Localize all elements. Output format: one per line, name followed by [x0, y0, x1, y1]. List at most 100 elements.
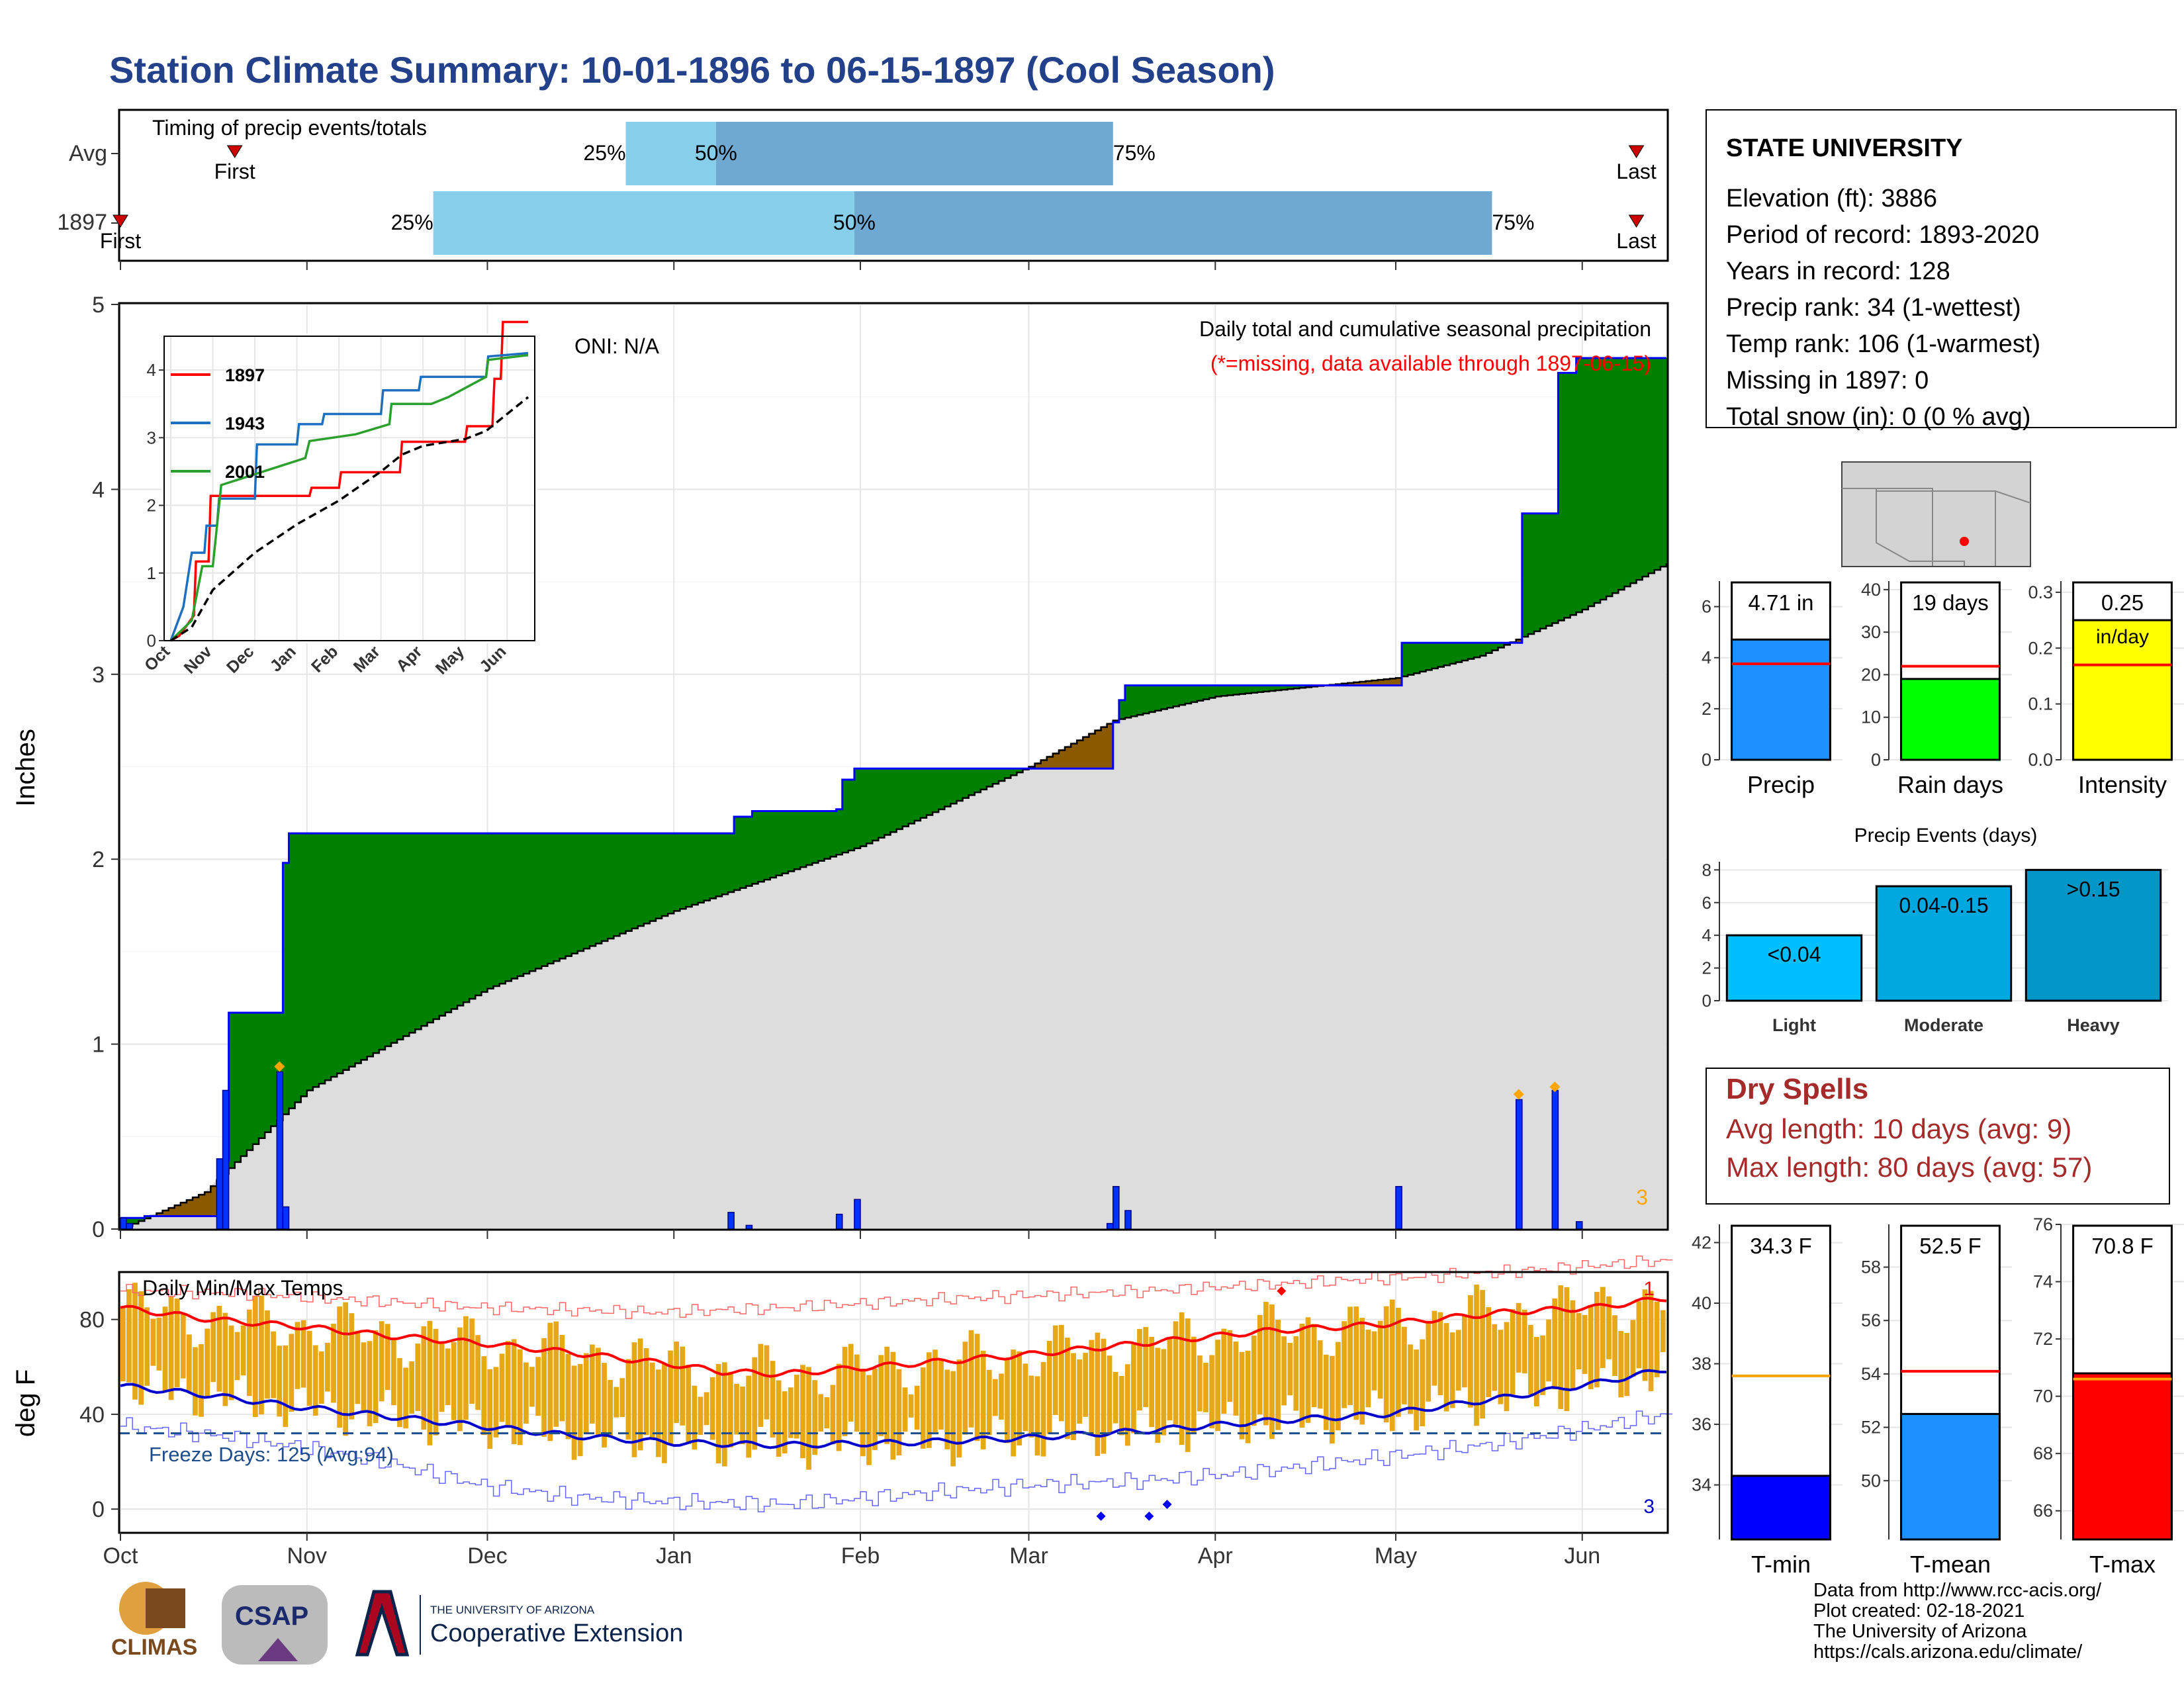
daily-temp-bar	[391, 1340, 396, 1406]
surplus-area	[938, 768, 945, 809]
daily-temp-bar	[812, 1380, 817, 1455]
bar-panel-y-tick-label: 36	[1692, 1414, 1711, 1434]
surplus-area	[1438, 643, 1445, 666]
daily-temp-bar	[650, 1363, 655, 1438]
daily-temp-bar	[1071, 1353, 1076, 1440]
month-label: Oct	[103, 1543, 138, 1569]
surplus-area	[644, 833, 651, 923]
surplus-area	[656, 833, 662, 919]
surplus-area	[1528, 514, 1535, 634]
surplus-area	[632, 833, 639, 929]
surplus-area	[343, 833, 349, 1070]
footer-url: https://cals.arizona.edu/climate/	[1813, 1642, 2101, 1663]
precip-y-tick-label: 4	[92, 477, 105, 502]
daily-temp-bar	[938, 1359, 944, 1430]
surplus-area	[722, 833, 729, 894]
daily-temp-bar	[680, 1347, 685, 1426]
temp-corner-top: 1	[1643, 1278, 1655, 1300]
daily-temp-bar	[878, 1355, 884, 1436]
footer-data-source: Data from http://www.rcc-acis.org/	[1813, 1580, 2101, 1601]
precip-caption: Daily total and cumulative seasonal prec…	[1199, 317, 1651, 341]
daily-temp-bar	[758, 1344, 763, 1427]
bar-panel-y-tick-label: 50	[1861, 1471, 1881, 1490]
bar-panel-y-tick-label: 0.1	[2028, 694, 2053, 714]
daily-temp-bar	[1450, 1332, 1455, 1408]
surplus-area	[1655, 358, 1661, 570]
daily-temp-bar	[740, 1387, 745, 1444]
daily-temp-bar	[421, 1326, 426, 1430]
surplus-area	[1624, 358, 1631, 586]
daily-temp-bar	[734, 1384, 739, 1435]
timing-p50-label: 50%	[833, 210, 876, 234]
surplus-area	[1215, 686, 1222, 697]
daily-temp-bar	[584, 1353, 589, 1434]
surplus-area	[457, 833, 464, 1005]
daily-temp-bar	[1251, 1336, 1257, 1426]
daily-temp-bar	[824, 1397, 829, 1428]
daily-temp-bar	[969, 1330, 974, 1428]
daily-temp-bar	[500, 1353, 505, 1422]
daily-temp-bar	[487, 1369, 492, 1449]
bar-panel-value-text: 70.8 F	[2091, 1234, 2154, 1258]
daily-temp-bar	[1318, 1340, 1323, 1408]
daily-temp-bar	[439, 1342, 445, 1412]
bar-panel-y-tick-label: 56	[1861, 1310, 1881, 1330]
daily-temp-bar	[1263, 1302, 1269, 1426]
precip-corner-count: 3	[1636, 1185, 1648, 1209]
surplus-area	[831, 811, 837, 857]
surplus-area	[608, 833, 614, 938]
bar-panel-y-tick-label: 42	[1692, 1232, 1711, 1252]
daily-temp-bar	[1293, 1336, 1298, 1411]
bar-panel-value-bar	[1732, 639, 1831, 760]
events-y-tick-label: 2	[1702, 958, 1711, 978]
surplus-area	[686, 833, 692, 907]
daily-precip-bar	[728, 1212, 734, 1229]
daily-temp-bar	[704, 1392, 709, 1425]
dry-spells-max: Max length: 80 days (avg: 57)	[1726, 1152, 2092, 1183]
surplus-area	[361, 833, 368, 1060]
daily-temp-bar	[999, 1373, 1004, 1420]
daily-temp-bar	[1366, 1330, 1371, 1407]
surplus-area	[403, 833, 410, 1036]
daily-temp-bar	[632, 1342, 637, 1457]
daily-temp-bar	[578, 1364, 583, 1456]
daily-temp-bar	[1612, 1315, 1617, 1376]
daily-temp-bar	[1540, 1336, 1545, 1395]
surplus-area	[764, 811, 771, 880]
daily-temp-bar	[1107, 1355, 1113, 1433]
surplus-area	[674, 833, 680, 911]
daily-temp-bar	[842, 1347, 848, 1436]
daily-temp-bar	[993, 1379, 998, 1416]
daily-temp-bar	[608, 1380, 613, 1438]
surplus-area	[903, 768, 909, 826]
surplus-area	[614, 833, 620, 936]
station-precip-rank: Precip rank: 34 (1-wettest)	[1726, 294, 2021, 322]
surplus-area	[1408, 643, 1414, 674]
timing-panel: Timing of precip events/totals Avg 1897 …	[57, 110, 1668, 270]
daily-temp-bar	[1065, 1338, 1070, 1439]
daily-temp-bar	[1029, 1375, 1034, 1437]
daily-temp-bar	[674, 1342, 679, 1423]
station-name: STATE UNIVERSITY	[1726, 134, 1963, 162]
surplus-area	[1643, 358, 1649, 576]
daily-temp-bar	[866, 1375, 872, 1465]
surplus-area	[1227, 686, 1234, 696]
surplus-area	[1161, 686, 1167, 709]
inset-y-tick-label: 3	[147, 428, 156, 447]
daily-temp-bar	[271, 1332, 276, 1398]
surplus-area	[445, 833, 452, 1013]
daily-temp-bar	[933, 1349, 938, 1432]
bar-panel-y-tick-label: 70	[2033, 1387, 2053, 1406]
timing-p75-label: 75%	[1492, 210, 1534, 234]
temp-y-axis-label: deg F	[11, 1369, 40, 1437]
bar-panel-value-bar	[2073, 1373, 2172, 1539]
daily-temp-bar	[157, 1318, 162, 1371]
daily-precip-bar	[126, 1224, 132, 1229]
bar-panel-y-tick-label: 76	[2033, 1214, 2053, 1234]
daily-temp-bar	[379, 1321, 385, 1401]
surplus-area	[1456, 643, 1463, 662]
surplus-area	[512, 833, 518, 979]
bar-panel-value-text: 52.5 F	[1919, 1234, 1981, 1258]
daily-temp-bar	[644, 1348, 649, 1435]
surplus-area	[331, 833, 338, 1077]
